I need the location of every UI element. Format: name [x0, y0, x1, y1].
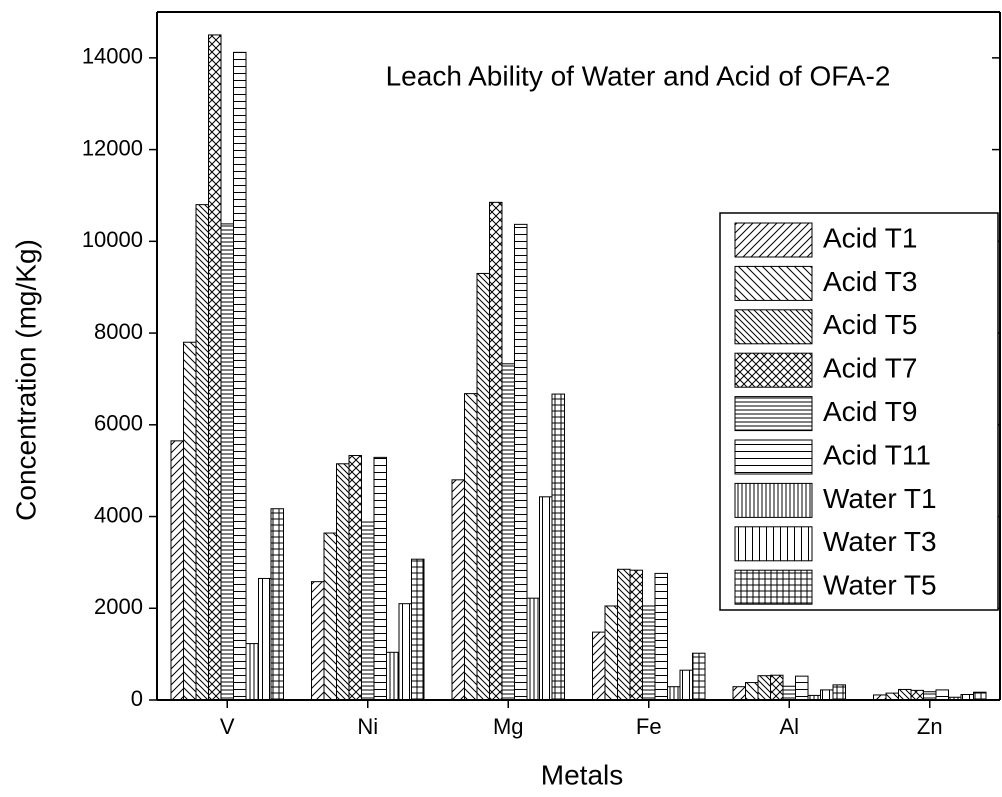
legend-swatch — [734, 309, 813, 345]
bar — [220, 223, 234, 701]
bar — [820, 689, 834, 701]
x-axis-label: Metals — [541, 759, 623, 790]
bar — [270, 508, 284, 701]
bar — [667, 686, 681, 701]
bar — [170, 440, 184, 701]
legend-swatch — [734, 396, 813, 432]
legend-label: Acid T3 — [823, 266, 917, 297]
bar — [629, 569, 643, 701]
bar — [795, 675, 809, 701]
legend-label: Water T1 — [823, 483, 937, 514]
bar — [654, 572, 668, 701]
bar — [411, 558, 425, 701]
legend-label: Acid T11 — [823, 439, 931, 470]
y-tick-label: 4000 — [94, 502, 143, 527]
y-tick-label: 12000 — [82, 135, 143, 160]
bar — [782, 685, 796, 701]
y-axis-label: Concentration (mg/Kg) — [10, 239, 41, 521]
bar — [258, 577, 272, 701]
bar — [386, 651, 400, 701]
x-tick-label: Ni — [357, 714, 378, 739]
bar — [476, 272, 490, 701]
bar — [361, 521, 375, 701]
legend-label: Water T5 — [823, 570, 937, 601]
bar — [233, 51, 247, 701]
legend-label: Acid T1 — [823, 222, 917, 253]
legend-swatch — [734, 265, 813, 301]
y-tick-label: 2000 — [94, 594, 143, 619]
bar — [183, 341, 197, 701]
bar — [885, 692, 899, 701]
bar — [373, 456, 387, 701]
legend-swatch — [734, 352, 813, 388]
bar — [898, 688, 912, 701]
x-tick-label: V — [220, 714, 235, 739]
bar — [679, 669, 693, 701]
legend-label: Acid T5 — [823, 309, 917, 340]
legend-swatch — [734, 482, 813, 518]
bar — [757, 675, 771, 701]
legend-swatch — [734, 569, 813, 605]
legend-swatch — [734, 526, 813, 562]
bar — [642, 605, 656, 701]
bar — [935, 689, 949, 701]
bar — [592, 631, 606, 701]
bar — [923, 691, 937, 701]
bar — [464, 393, 478, 701]
bar — [311, 581, 325, 701]
legend-label: Acid T9 — [823, 396, 917, 427]
legend-label: Water T3 — [823, 526, 937, 557]
y-tick-label: 8000 — [94, 319, 143, 344]
y-tick-label: 10000 — [82, 227, 143, 252]
bar — [973, 691, 987, 701]
legend-swatch — [734, 439, 813, 475]
bar — [336, 463, 350, 701]
bar — [539, 496, 553, 701]
bar — [514, 223, 528, 701]
bar — [348, 455, 362, 701]
bar — [489, 201, 503, 701]
y-tick-label: 14000 — [82, 44, 143, 69]
bar — [745, 682, 759, 701]
bar — [617, 568, 631, 701]
bar — [551, 393, 565, 701]
bar — [732, 686, 746, 701]
bar — [208, 34, 222, 701]
y-tick-label: 6000 — [94, 411, 143, 436]
legend-swatch — [734, 222, 813, 258]
x-tick-label: Mg — [493, 714, 524, 739]
bar — [245, 643, 259, 701]
bar — [832, 684, 846, 701]
bar — [323, 532, 337, 701]
chart-title: Leach Ability of Water and Acid of OFA-2 — [386, 60, 891, 91]
bar — [910, 689, 924, 701]
x-tick-label: Al — [779, 714, 799, 739]
x-tick-label: Zn — [917, 714, 943, 739]
bar — [451, 479, 465, 701]
bar — [692, 652, 706, 701]
legend-label: Acid T7 — [823, 353, 917, 384]
bar — [604, 605, 618, 701]
y-tick-label: 0 — [131, 686, 143, 711]
bar — [770, 674, 784, 701]
bar — [398, 603, 412, 701]
bar — [195, 204, 209, 701]
bar — [526, 597, 540, 701]
x-tick-label: Fe — [636, 714, 662, 739]
bar — [501, 363, 515, 701]
